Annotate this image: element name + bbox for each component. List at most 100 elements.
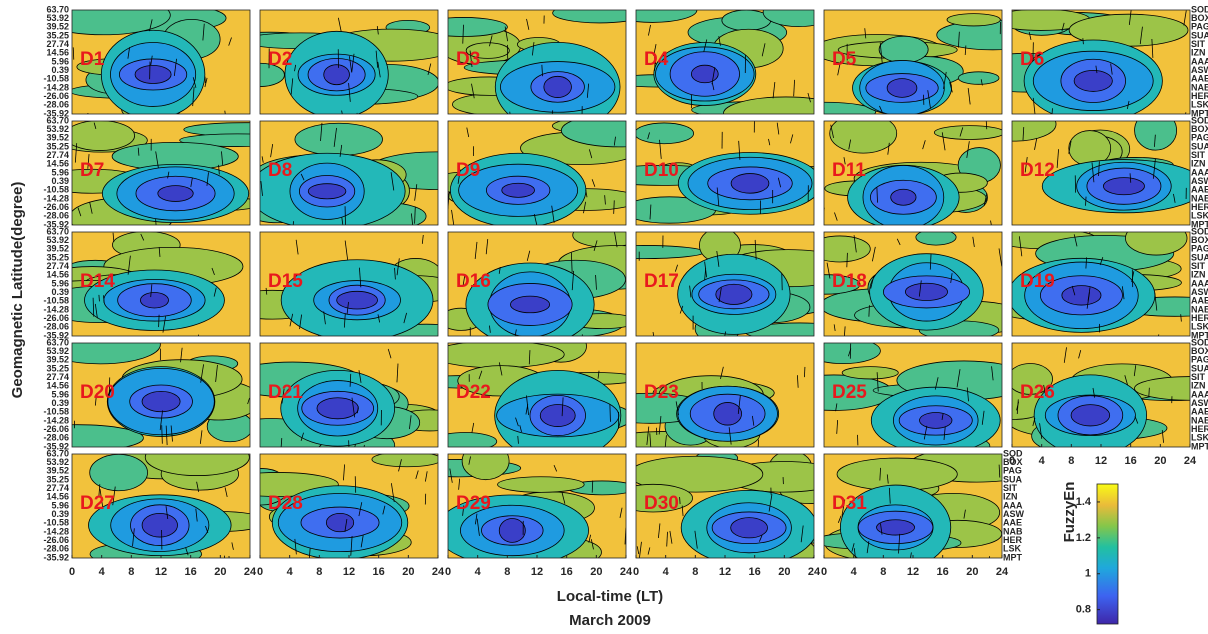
contour-line: [350, 535, 353, 556]
lat-label: -26.06: [43, 535, 69, 545]
contour-line: [89, 201, 93, 214]
lat-label: 35.25: [46, 474, 69, 484]
x-tick-label: 0: [821, 566, 827, 578]
contour-line: [108, 377, 111, 397]
contour-line: [888, 487, 891, 504]
contour-line: [231, 542, 234, 550]
contour-line: [341, 110, 343, 114]
contour-line: [1148, 387, 1150, 397]
panel: [448, 232, 626, 336]
contour-line: [424, 471, 428, 482]
station-label: IZN: [1003, 492, 1018, 502]
panel-frame: [823, 9, 1003, 115]
contour-line: [344, 518, 348, 532]
contour-line: [898, 533, 901, 554]
contour-line: [515, 417, 519, 427]
contour-line: [585, 189, 588, 198]
colorbar: [1096, 483, 1119, 625]
contour-line: [959, 127, 964, 137]
contour-line: [1024, 156, 1028, 173]
contour-line: [943, 426, 946, 440]
lat-label: 35.25: [46, 30, 69, 40]
contour-line: [941, 413, 944, 420]
station-label: AAE: [1191, 185, 1208, 195]
contour-line: [777, 177, 782, 188]
contour-line: [604, 195, 606, 205]
contour-line: [593, 240, 598, 251]
contour-line: [737, 395, 741, 414]
contour-line: [351, 397, 356, 418]
contour-line: [498, 362, 503, 376]
panel-frame: [1011, 231, 1191, 337]
contour: [141, 390, 181, 413]
contour-line: [489, 35, 493, 47]
contour-line: [800, 525, 804, 543]
contour-line: [658, 415, 662, 435]
contour-line: [793, 79, 795, 97]
contour-line: [199, 430, 203, 444]
lat-label: 5.96: [51, 389, 69, 399]
contour-line: [215, 364, 218, 382]
x-tick-label: 8: [692, 566, 698, 578]
contour-line: [165, 425, 168, 446]
contour: [501, 182, 535, 198]
contour-line: [591, 480, 594, 493]
panel-frame: [259, 120, 439, 226]
panel-frame: [823, 342, 1003, 448]
contour-line: [1043, 384, 1047, 397]
contour-line: [299, 314, 302, 330]
lat-label: 63.70: [46, 4, 69, 14]
contour-line: [1154, 292, 1158, 311]
x-tick-label: 16: [937, 566, 949, 578]
lat-label: 27.74: [46, 483, 69, 493]
panel-label: D28: [268, 493, 303, 514]
contour: [1125, 232, 1188, 256]
station-label: ASW: [1191, 287, 1208, 297]
contour-line: [1039, 423, 1043, 439]
lat-label: 5.96: [51, 167, 69, 177]
contour-line: [200, 364, 204, 383]
lat-label: 0.39: [51, 509, 69, 519]
panel-label: D7: [80, 160, 104, 181]
x-tick-label: 8: [504, 566, 510, 578]
x-tick-label: 24: [1184, 455, 1197, 467]
contour-line: [346, 301, 349, 315]
contour-line: [1134, 416, 1139, 424]
contour: [72, 10, 171, 36]
contour-line: [476, 518, 480, 536]
x-tick-label: 8: [1068, 455, 1074, 467]
contour: [1073, 69, 1113, 92]
contour-line: [991, 366, 994, 381]
contour-line: [1154, 134, 1156, 147]
contour-line: [149, 19, 153, 32]
contour-line: [597, 370, 600, 379]
contour: [824, 343, 881, 365]
contour-line: [403, 312, 407, 324]
contour: [1012, 363, 1053, 395]
contour-line: [887, 142, 890, 155]
panel-label: D15: [268, 271, 303, 292]
contour-line: [526, 395, 529, 416]
contour-line: [950, 273, 953, 283]
contour-line: [150, 284, 153, 298]
station-label: HER: [1191, 202, 1208, 212]
colorbar-tick-label: 1.4: [1076, 496, 1092, 508]
contour-line: [280, 438, 283, 447]
panel: [824, 121, 1002, 225]
contour-line: [517, 435, 519, 444]
contour: [539, 404, 576, 427]
x-tick-label: 0: [633, 566, 639, 578]
contour-line: [657, 523, 661, 539]
x-tick-label: 24: [620, 566, 633, 578]
contour-line: [790, 134, 794, 144]
contour-line: [72, 47, 75, 60]
lat-label: -14.28: [43, 526, 69, 536]
station-label: IZN: [1191, 48, 1206, 58]
station-label: LSK: [1003, 544, 1022, 554]
contour-line: [649, 433, 652, 447]
contour-line: [474, 241, 478, 259]
contour-line: [588, 534, 591, 543]
contour-line: [967, 87, 971, 105]
station-label: HER: [1191, 424, 1208, 434]
contour-line: [648, 24, 651, 36]
